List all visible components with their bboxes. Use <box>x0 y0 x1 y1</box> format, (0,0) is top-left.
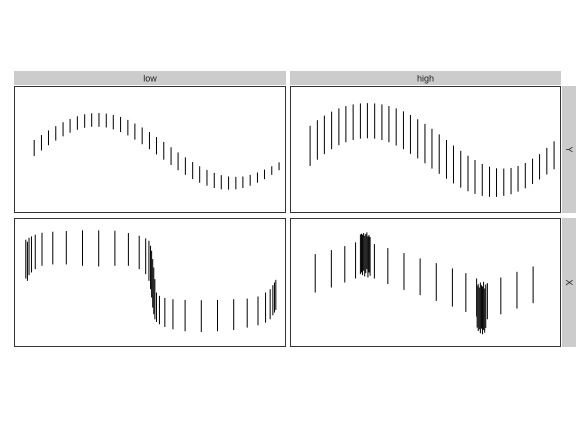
strip-top-low <box>14 71 286 85</box>
strip-label-high: high <box>417 74 434 84</box>
panel-frame-low-x <box>14 218 286 347</box>
panel-segments-high-x <box>314 232 534 335</box>
strip-label-low: low <box>143 74 157 84</box>
panel-frame-high-x <box>290 218 561 347</box>
panel-segments-low-x <box>25 230 277 332</box>
panel-segments-low-y <box>33 112 280 190</box>
strip-label-y: Y <box>564 146 574 152</box>
strip-right-x <box>562 218 576 347</box>
strip-label-x: X <box>564 279 574 285</box>
panel-frame-high-y <box>290 86 561 213</box>
strip-right-y <box>562 86 576 213</box>
panel-frame-low-y <box>14 86 286 213</box>
panel-segments-high-y <box>309 103 555 197</box>
strip-top-high <box>290 71 561 85</box>
